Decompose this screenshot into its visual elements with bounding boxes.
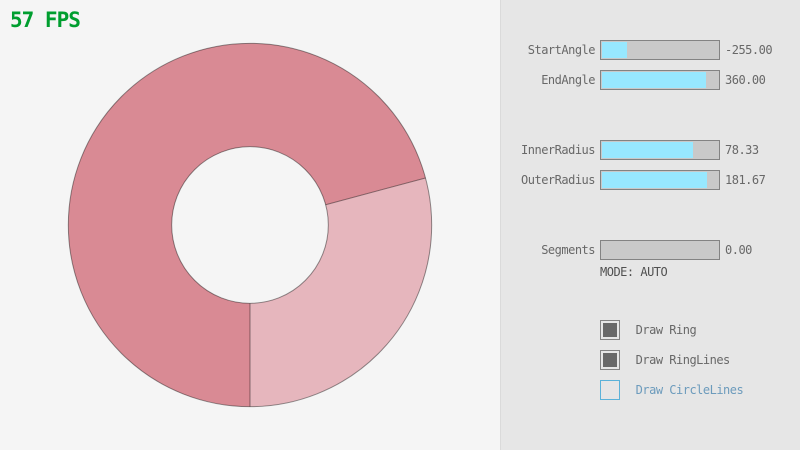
slider-row-outer-radius: OuterRadius 181.67 — [501, 170, 800, 190]
slider-row-start-angle: StartAngle -255.00 — [501, 40, 800, 60]
outer-radius-value: 181.67 — [725, 173, 766, 187]
checkbox-box-icon[interactable] — [600, 350, 620, 370]
outer-radius-slider-fill — [602, 172, 708, 188]
ring-outline-circle — [171, 146, 329, 304]
start-angle-slider[interactable] — [600, 40, 720, 60]
start-angle-label: StartAngle — [527, 43, 596, 57]
ring-sector — [68, 43, 426, 407]
outer-radius-label: OuterRadius — [521, 173, 595, 187]
ring-sector — [250, 177, 432, 407]
checkbox-box-icon[interactable] — [600, 380, 620, 400]
checkbox-draw-ring-label: Draw Ring — [635, 323, 697, 337]
segments-label: Segments — [541, 243, 595, 257]
checkbox-draw-ringlines-label: Draw RingLines — [635, 353, 731, 367]
ring-outline-circle — [67, 42, 433, 408]
end-angle-slider-fill — [602, 72, 707, 88]
segments-slider[interactable] — [600, 240, 720, 260]
ring-radial-line — [325, 177, 426, 206]
checkbox-draw-ring[interactable]: Draw Ring — [600, 320, 697, 340]
inner-radius-slider[interactable] — [600, 140, 720, 160]
end-angle-label: EndAngle — [541, 73, 595, 87]
mode-status-text: MODE: AUTO — [600, 265, 668, 279]
slider-row-inner-radius: InnerRadius 78.33 — [501, 140, 800, 160]
start-angle-slider-fill — [602, 42, 628, 58]
end-angle-value: 360.00 — [725, 73, 766, 87]
checkbox-draw-circlelines-label: Draw CircleLines — [635, 383, 744, 397]
checkbox-box-icon[interactable] — [600, 320, 620, 340]
slider-row-end-angle: EndAngle 360.00 — [501, 70, 800, 90]
inner-radius-value: 78.33 — [725, 143, 759, 157]
checkbox-draw-ringlines[interactable]: Draw RingLines — [600, 350, 730, 370]
checkbox-draw-circlelines[interactable]: Draw CircleLines — [600, 380, 744, 400]
panel-divider — [500, 0, 501, 450]
inner-radius-label: InnerRadius — [521, 143, 595, 157]
controls-panel: StartAngle -255.00 EndAngle 360.00 Inner… — [501, 0, 800, 450]
end-angle-slider[interactable] — [600, 70, 720, 90]
start-angle-value: -255.00 — [725, 43, 773, 57]
segments-value: 0.00 — [725, 243, 752, 257]
outer-radius-slider[interactable] — [600, 170, 720, 190]
slider-row-segments: Segments 0.00 — [501, 240, 800, 260]
inner-radius-slider-fill — [602, 142, 693, 158]
fps-counter: 57 FPS — [10, 8, 81, 32]
